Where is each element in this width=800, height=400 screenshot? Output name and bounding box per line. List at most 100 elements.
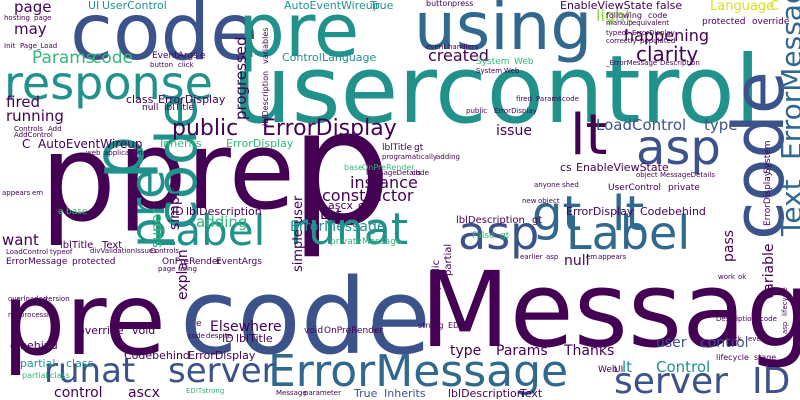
word-id-lbltitle: ID	[222, 332, 234, 345]
word-class: class	[66, 357, 94, 370]
word-web-ui: Web	[598, 365, 618, 375]
word-version: version	[44, 295, 70, 303]
word-errormessage-protected: ErrorMessage	[6, 257, 68, 267]
word-lbltitle-gt: lblTitle	[382, 143, 413, 153]
word-pass: pass	[721, 229, 737, 262]
word-lt-control: lt	[622, 358, 633, 376]
word-p-left: p	[40, 110, 117, 249]
word-eventargs-b: EventArgs	[216, 257, 262, 267]
word-params-small: Params	[536, 95, 562, 103]
word-message-parameter: Message	[276, 389, 307, 397]
word-eventargs: EventArgs	[152, 51, 198, 61]
word-codebehind: Codebehind	[640, 205, 706, 218]
word-markup: markup	[606, 19, 633, 27]
word-page-load: Page_Load	[20, 42, 58, 50]
word-c-autoeventwireup: C	[22, 137, 31, 151]
word-cs-enableviewstate: cs	[560, 161, 572, 174]
word-params: Params	[32, 48, 95, 68]
word-errordisplay-codebehind: ErrorDisplay	[566, 205, 634, 218]
word-progressed: progressed	[232, 36, 250, 120]
word-override-small: override	[752, 17, 790, 27]
word-messagedetails-code: MessageDetails	[366, 169, 421, 177]
word-base: base	[344, 163, 364, 172]
word-label-left: Label	[152, 206, 266, 255]
word-inherits: Inherits	[384, 387, 426, 400]
word-strong-small: strong	[202, 387, 225, 395]
word-onprerender-eventargs: OnPreRender	[162, 257, 222, 267]
word-errormessage-small: ErrorMessage	[290, 219, 386, 235]
word-type: type	[704, 116, 738, 134]
word-event-handlers: event	[426, 43, 446, 51]
word-control-language: Control	[282, 51, 322, 64]
word-server-bottom-left: server	[168, 351, 276, 391]
word-lbldescription: lblDescription	[186, 205, 262, 218]
word-simple-user: simple	[291, 229, 306, 272]
word-click-event: click	[726, 335, 742, 343]
word-params-code: code	[92, 48, 133, 68]
word-super: super	[149, 208, 165, 248]
word-override: override	[78, 324, 124, 337]
word-em: em	[32, 189, 44, 197]
word-enableviewstate-b: EnableViewState	[576, 161, 669, 174]
word-message: Message	[420, 249, 800, 371]
word-work: work	[718, 273, 735, 281]
word-errordisplay-system: ErrorDisplay	[763, 170, 773, 226]
word-base-e: base	[66, 207, 88, 217]
word-null: null	[564, 253, 590, 269]
word-code-top: code	[70, 0, 259, 78]
word-lbldescription-vertical: lblDescription	[261, 70, 270, 126]
word-lbldescription-text: lblDescription	[448, 387, 524, 400]
word-button-click: button	[150, 61, 174, 69]
word-private-message: private	[330, 237, 362, 247]
word-variables: variables	[261, 27, 270, 64]
word-errordisplay-public: ErrorDisplay	[494, 107, 537, 115]
word-pre-top: pre	[238, 0, 360, 74]
word-system: System	[476, 57, 510, 67]
word-hosting: hosting	[4, 14, 30, 22]
word-button: button	[426, 0, 453, 8]
word-typeof-errordisplay: typeof	[606, 29, 629, 37]
word-populated: populated	[640, 37, 676, 45]
word-running: running	[6, 107, 64, 125]
word-controls-add: Controls	[14, 125, 43, 133]
word-may: may	[14, 20, 47, 38]
word-web-application: web	[86, 149, 101, 157]
word-lbltitle: lblTitle	[236, 332, 273, 345]
word-loadcontrol: LoadControl	[596, 116, 687, 134]
word-following: following	[606, 11, 642, 20]
word-gt-false: gt	[500, 231, 510, 241]
word-web-system: Web	[504, 67, 520, 75]
word-anyone: anyone	[534, 181, 560, 189]
word-type-params: type	[450, 343, 482, 359]
word-lifecycle-stage: lifecycle	[716, 353, 749, 362]
word-class-errordisplay: class	[126, 93, 154, 106]
word-class-partial: class	[50, 371, 70, 380]
word-system-web: System	[476, 67, 503, 75]
word-gt: gt	[532, 186, 582, 242]
word-code-small: code	[412, 169, 429, 177]
word-want: want	[2, 231, 39, 249]
word-control-user: control	[700, 335, 749, 351]
word-c-behind: c	[10, 339, 17, 352]
word-despite: despite	[206, 332, 232, 340]
word-code-description: code	[760, 315, 777, 323]
word-constructor: constructor	[322, 186, 414, 205]
word-user: user	[656, 335, 687, 351]
word-application: application	[104, 149, 143, 157]
word-errormessage-description: _ErrorMessage	[606, 59, 658, 67]
word-object: object	[636, 171, 658, 179]
word-appears: appears	[598, 253, 627, 261]
word-ui: UI	[88, 0, 100, 12]
word-private: private	[668, 183, 700, 193]
word-following-code: code	[648, 11, 668, 20]
word-e-small: e	[196, 319, 202, 329]
word-new-object: object	[538, 197, 560, 205]
word-fired-small: fired	[516, 95, 532, 103]
word-public-partial: public	[431, 259, 442, 290]
word-elsewhere: Elsewhere	[210, 319, 282, 335]
word-partial-vertical: partial	[443, 243, 454, 276]
word-strong: strong	[418, 321, 444, 330]
word-response: response	[4, 56, 213, 110]
word-earlier-asp: asp	[546, 253, 559, 261]
word-c: C	[770, 0, 780, 14]
